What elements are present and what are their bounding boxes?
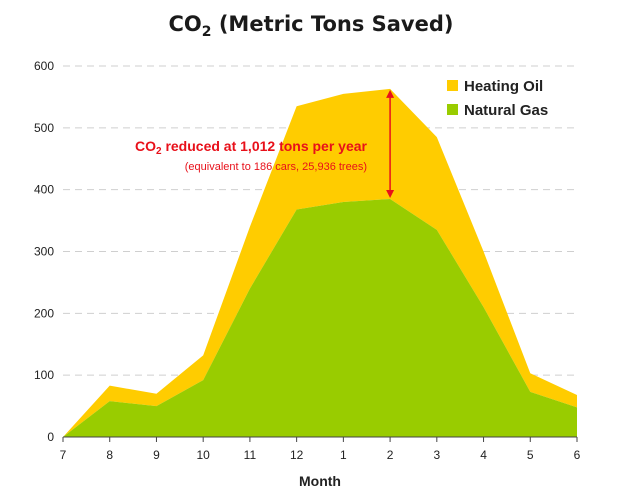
annotation-arrowhead-top [386, 89, 395, 98]
y-tick-300: 300 [34, 245, 54, 259]
x-tick-5: 5 [527, 448, 534, 462]
annotation-detail: (equivalent to 186 cars, 25,936 trees) [185, 161, 367, 173]
x-tick-3: 3 [433, 448, 440, 462]
x-tick-4: 4 [480, 448, 487, 462]
chart-title-suffix: (Metric Tons Saved) [212, 12, 454, 36]
legend-swatch-natural-gas [447, 104, 458, 115]
x-tick-6: 6 [574, 448, 581, 462]
legend-label-heating-oil: Heating Oil [464, 78, 543, 95]
x-tick-9: 9 [153, 448, 160, 462]
y-axis-ticks: 0 100 200 300 400 500 600 [34, 59, 54, 444]
x-tick-2: 2 [387, 448, 394, 462]
y-tick-100: 100 [34, 368, 54, 382]
annotation-arrowhead-bottom [386, 189, 395, 198]
y-tick-0: 0 [47, 430, 54, 444]
y-tick-500: 500 [34, 121, 54, 135]
chart-title: CO2 (Metric Tons Saved) [169, 12, 454, 40]
y-tick-600: 600 [34, 59, 54, 73]
y-tick-200: 200 [34, 306, 54, 320]
annotation-subscript: 2 [156, 146, 162, 157]
x-axis-title: Month [299, 473, 341, 489]
x-axis-ticks: 7 8 9 10 11 12 1 2 3 4 5 6 [60, 437, 581, 462]
x-tick-11: 11 [244, 448, 257, 462]
annotation-headline-text: reduced at 1,012 tons per year [162, 138, 368, 154]
x-tick-8: 8 [106, 448, 113, 462]
y-tick-400: 400 [34, 183, 54, 197]
x-tick-7: 7 [60, 448, 67, 462]
x-tick-12: 12 [290, 448, 304, 462]
chart-title-subscript: 2 [202, 24, 212, 40]
area-series [63, 88, 577, 438]
legend-swatch-heating-oil [447, 80, 458, 91]
legend-label-natural-gas: Natural Gas [464, 102, 548, 119]
annotation: CO2 reduced at 1,012 tons per year (equi… [135, 89, 395, 198]
x-tick-1: 1 [340, 448, 347, 462]
chart-title-prefix: CO [169, 12, 202, 36]
annotation-headline: CO2 reduced at 1,012 tons per year [135, 138, 368, 157]
annotation-prefix: CO [135, 138, 156, 154]
legend: Heating Oil Natural Gas [447, 78, 548, 119]
area-heating-oil [63, 88, 577, 438]
area-natural-gas [63, 198, 577, 437]
x-tick-10: 10 [197, 448, 211, 462]
